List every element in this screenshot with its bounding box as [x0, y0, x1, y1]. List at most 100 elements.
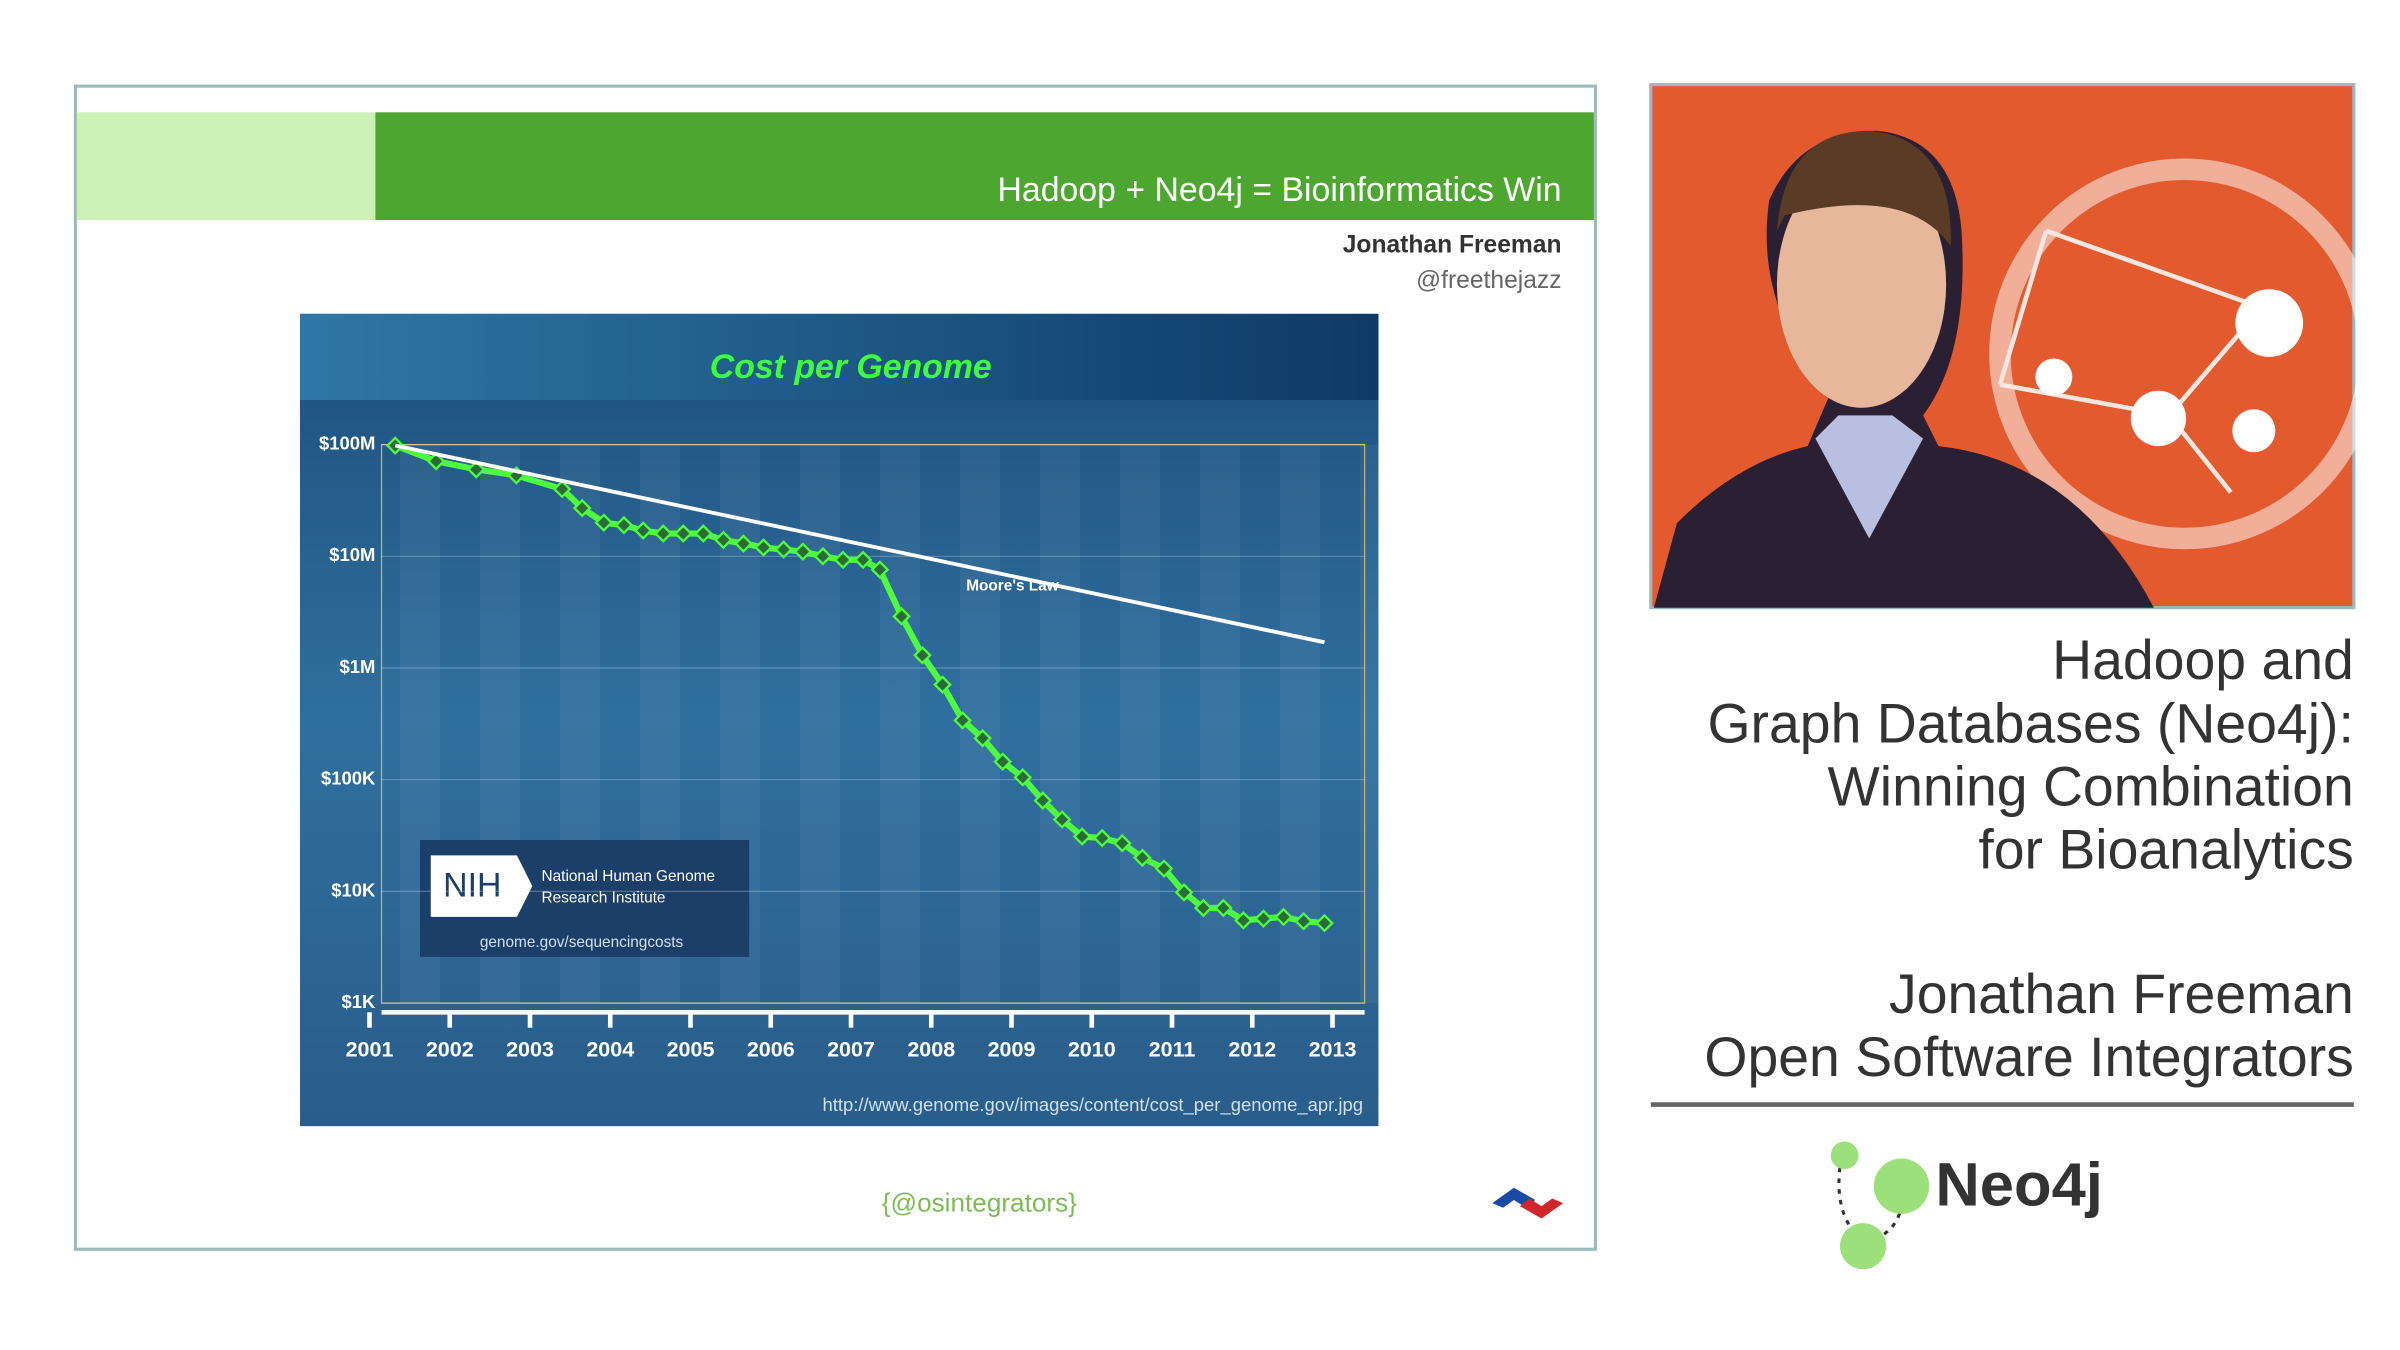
- x-tick-label: 2007: [827, 1037, 875, 1061]
- plot: $1K $10K $100K $1M $10M $100M 2001 2002 2003 2004…: [319, 432, 1365, 1061]
- point: [1315, 913, 1334, 933]
- point: [993, 752, 1013, 771]
- point: [913, 645, 932, 665]
- point: [694, 524, 713, 543]
- chart-title-band: [300, 313, 1379, 400]
- stripe: [1200, 444, 1240, 1004]
- x-tick-label: 2001: [346, 1037, 394, 1061]
- point: [572, 498, 592, 518]
- y-tick-label: $1K: [342, 991, 377, 1012]
- chart-stripes: [400, 444, 1400, 1004]
- plot-area: [380, 444, 1366, 1004]
- chart-title: Cost per Genome: [710, 348, 992, 386]
- y-tick-label: $100M: [319, 432, 375, 453]
- point: [774, 540, 793, 559]
- x-tick-label: 2004: [586, 1037, 634, 1061]
- stripe: [1120, 444, 1160, 1004]
- point: [673, 524, 693, 543]
- point: [1013, 768, 1033, 787]
- neo4j-wordmark: Neo4j: [1935, 1150, 2103, 1219]
- nih-url: genome.gov/sequencingcosts: [480, 934, 684, 951]
- talk-title-line: Winning Combination: [1828, 755, 2354, 817]
- point: [594, 513, 614, 533]
- point: [1193, 898, 1213, 918]
- x-tick-label: 2011: [1149, 1037, 1196, 1061]
- point: [1112, 833, 1132, 853]
- point: [1033, 791, 1053, 810]
- x-tick-label: 2010: [1068, 1037, 1116, 1061]
- x-tick-label: 2013: [1309, 1037, 1357, 1061]
- point: [892, 607, 911, 626]
- chart-frame: [300, 313, 1379, 1127]
- point: [1234, 911, 1253, 930]
- talk-title-line: Hadoop and: [2052, 629, 2354, 691]
- point: [754, 538, 773, 557]
- header-accent: [76, 112, 376, 220]
- stripe: [800, 444, 840, 1004]
- slide-footer: {@osintegrators}: [882, 1188, 1077, 1218]
- point: [426, 451, 446, 471]
- point: [1132, 848, 1152, 868]
- point: [552, 479, 572, 499]
- slide-title: Hadoop + Neo4j = Bioinformatics Win: [997, 171, 1561, 209]
- chart-source: http://www.genome.gov/images/content/cos…: [822, 1094, 1363, 1116]
- point: [385, 436, 405, 455]
- series-line: [394, 443, 1325, 645]
- x-tick-label: 2002: [426, 1037, 474, 1061]
- stripe: [1280, 444, 1320, 1004]
- nih-logo: NIH National Human Genome Research Insti…: [420, 840, 750, 957]
- point: [466, 460, 486, 479]
- company-logo: [1492, 1187, 1564, 1219]
- x-tick-label: 2012: [1228, 1037, 1276, 1061]
- y-tick-label: $100K: [321, 768, 376, 789]
- point: [734, 534, 753, 553]
- point: [973, 728, 992, 748]
- talk-title-line: for Bioanalytics: [1978, 818, 2353, 880]
- stripe: [880, 444, 920, 1004]
- y-tick-label: $10K: [331, 879, 376, 900]
- point: [714, 530, 733, 550]
- x-tick-label: 2008: [907, 1037, 955, 1061]
- x-tick-label: 2006: [747, 1037, 795, 1061]
- point: [793, 542, 813, 562]
- point: [813, 546, 833, 566]
- x-tick-label: 2005: [667, 1037, 715, 1061]
- point: [1052, 810, 1072, 829]
- speaker-line: Open Software Integrators: [1704, 1026, 2353, 1088]
- series-label: Moore's Law: [966, 578, 1059, 595]
- header-bar: [375, 112, 1594, 220]
- stripe: [1040, 444, 1080, 1004]
- point: [953, 711, 972, 730]
- talk-title-line: Graph Databases (Neo4j):: [1707, 692, 2353, 754]
- point: [1154, 859, 1174, 878]
- point: [653, 524, 673, 543]
- y-tick-label: $10M: [329, 544, 375, 565]
- point: [833, 550, 853, 570]
- x-tick-label: 2009: [988, 1037, 1036, 1061]
- point: [1214, 898, 1233, 918]
- slide-handle: @freethejazz: [1416, 267, 1561, 294]
- point: [614, 515, 634, 535]
- point: [633, 521, 653, 540]
- slide-author: Jonathan Freeman: [1343, 232, 1562, 259]
- y-tick-label: $1M: [339, 656, 375, 677]
- point: [870, 560, 890, 579]
- nih-name: Research Institute: [542, 890, 666, 907]
- point: [933, 675, 952, 694]
- point: [1254, 909, 1273, 928]
- point: [1174, 883, 1194, 902]
- nih-name: National Human Genome: [542, 868, 716, 885]
- speaker-video: [1649, 83, 2380, 610]
- speaker-line: Jonathan Freeman: [1889, 963, 2354, 1025]
- stripe: [1360, 444, 1400, 1004]
- point: [1092, 828, 1112, 848]
- point: [1294, 911, 1313, 931]
- point: [1274, 907, 1293, 927]
- point: [1072, 827, 1092, 846]
- x-tick-label: 2003: [506, 1037, 554, 1061]
- neo4j-logo: Neo4j: [1830, 1141, 2103, 1270]
- nih-mark: NIH: [443, 867, 501, 905]
- point: [853, 550, 873, 570]
